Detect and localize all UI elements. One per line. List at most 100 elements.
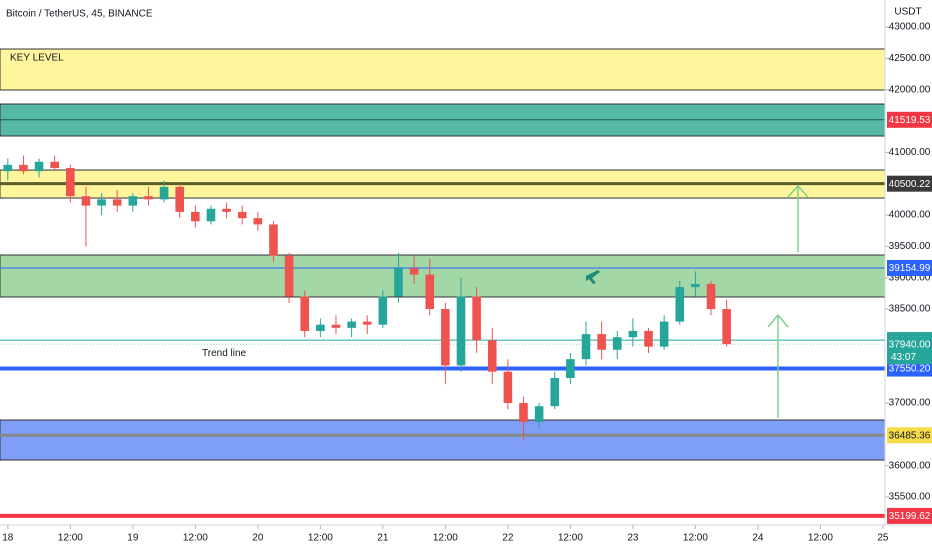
y-tick-label: 40000.00 <box>889 210 931 221</box>
candle-body <box>487 340 497 372</box>
x-tick-label: 21 <box>377 533 389 544</box>
arrow-head <box>767 313 789 328</box>
level-price-label-bg <box>887 360 932 377</box>
candle-body <box>284 255 294 297</box>
y-tick-label: 37000.00 <box>889 398 931 409</box>
candle-body <box>159 186 169 200</box>
candle-body <box>706 283 716 310</box>
candle-body <box>534 406 544 422</box>
zone <box>0 254 886 298</box>
candle-body <box>644 330 653 347</box>
candle-body <box>316 324 325 331</box>
y-tick-label: 35500.00 <box>889 492 931 503</box>
level-price-label-bg <box>887 175 932 192</box>
candle-body <box>566 359 575 378</box>
unit-label: USDT <box>894 7 921 18</box>
candle-body <box>347 321 356 328</box>
level-price-label: 40500.22 <box>889 179 931 190</box>
candle-body <box>128 196 138 206</box>
level-price-label-bg <box>887 259 932 276</box>
x-tick-label: 12:00 <box>308 533 333 544</box>
candle-body <box>300 296 310 331</box>
y-tick-label: 36000.00 <box>889 460 931 471</box>
countdown-label: 43:07 <box>891 352 916 363</box>
candle-body <box>409 268 419 275</box>
chart-title: Bitcoin / TetherUS, 45, BINANCE <box>6 9 153 20</box>
candle-body <box>394 268 403 297</box>
candle-body <box>722 309 731 345</box>
last-price-label: 37940.00 <box>889 339 931 350</box>
candle-body <box>331 324 341 328</box>
x-tick-label: 12:00 <box>433 533 458 544</box>
candle-body <box>597 334 606 350</box>
level-price-label-bg <box>887 111 932 128</box>
candle-body <box>19 164 28 172</box>
candle-body <box>144 196 153 200</box>
candle-body <box>691 283 700 288</box>
candle-body <box>550 377 560 407</box>
level-price-label: 37550.20 <box>889 364 931 375</box>
candle-body <box>441 309 450 366</box>
candle-body <box>206 208 216 222</box>
x-tick-label: 12:00 <box>58 533 83 544</box>
x-tick-label: 22 <box>502 533 514 544</box>
level-price-label: 41519.53 <box>889 115 931 126</box>
arrow-up-1 <box>787 184 809 252</box>
candle-body <box>519 403 528 422</box>
candle-body <box>3 164 13 172</box>
x-tick-label: 12:00 <box>808 533 833 544</box>
candle-body <box>66 168 75 197</box>
x-tick-label: 12:00 <box>558 533 583 544</box>
x-tick-label: 12:00 <box>183 533 208 544</box>
candles <box>3 155 731 441</box>
candle-body <box>253 218 263 225</box>
x-tick-label: 23 <box>627 533 639 544</box>
x-tick-label: 25 <box>877 533 889 544</box>
arrow-up-2 <box>767 313 789 418</box>
candle-body <box>612 337 622 350</box>
x-tick-label: 18 <box>2 533 14 544</box>
level-annotation: Trend line <box>202 348 247 359</box>
x-tick-label: 12:00 <box>683 533 708 544</box>
candle-body <box>628 330 638 338</box>
candle-body <box>456 296 466 366</box>
y-tick-label: 39000.00 <box>889 272 931 283</box>
x-tick-label: 20 <box>252 533 264 544</box>
x-tick-label: 19 <box>127 533 139 544</box>
level-price-label: 36485.36 <box>889 430 931 441</box>
candle-body <box>581 334 591 360</box>
y-tick-label: 43000.00 <box>889 22 931 33</box>
candle-body <box>50 161 59 169</box>
candle-body <box>191 211 200 222</box>
zone-label: KEY LEVEL <box>10 53 64 64</box>
arrow-head <box>787 184 809 198</box>
y-tick-label: 39500.00 <box>889 241 931 252</box>
candle-body <box>675 287 685 322</box>
level-price-label-bg <box>887 427 932 444</box>
zone <box>0 419 886 461</box>
zone <box>0 48 886 91</box>
candle-body <box>659 321 669 347</box>
last-price-bg <box>887 336 932 365</box>
y-tick-label: 41000.00 <box>889 147 931 158</box>
candle-body <box>222 208 231 212</box>
candle-body <box>425 274 435 310</box>
candle-body <box>112 199 122 206</box>
candle-body <box>472 296 481 341</box>
candle-body <box>362 321 372 325</box>
y-tick-label: 42000.00 <box>889 84 931 95</box>
y-tick-label: 38500.00 <box>889 304 931 315</box>
candle-body <box>378 296 388 325</box>
candle-body <box>97 199 106 206</box>
candle-body <box>269 224 278 256</box>
candle-body <box>175 186 185 212</box>
candle-body <box>81 196 91 206</box>
x-tick-label: 24 <box>752 533 764 544</box>
levels: Trend line <box>0 119 885 518</box>
candle-body <box>503 371 513 404</box>
candle-body <box>237 211 247 219</box>
level-price-label: 35199.62 <box>889 511 931 522</box>
plane-icon <box>586 270 600 284</box>
